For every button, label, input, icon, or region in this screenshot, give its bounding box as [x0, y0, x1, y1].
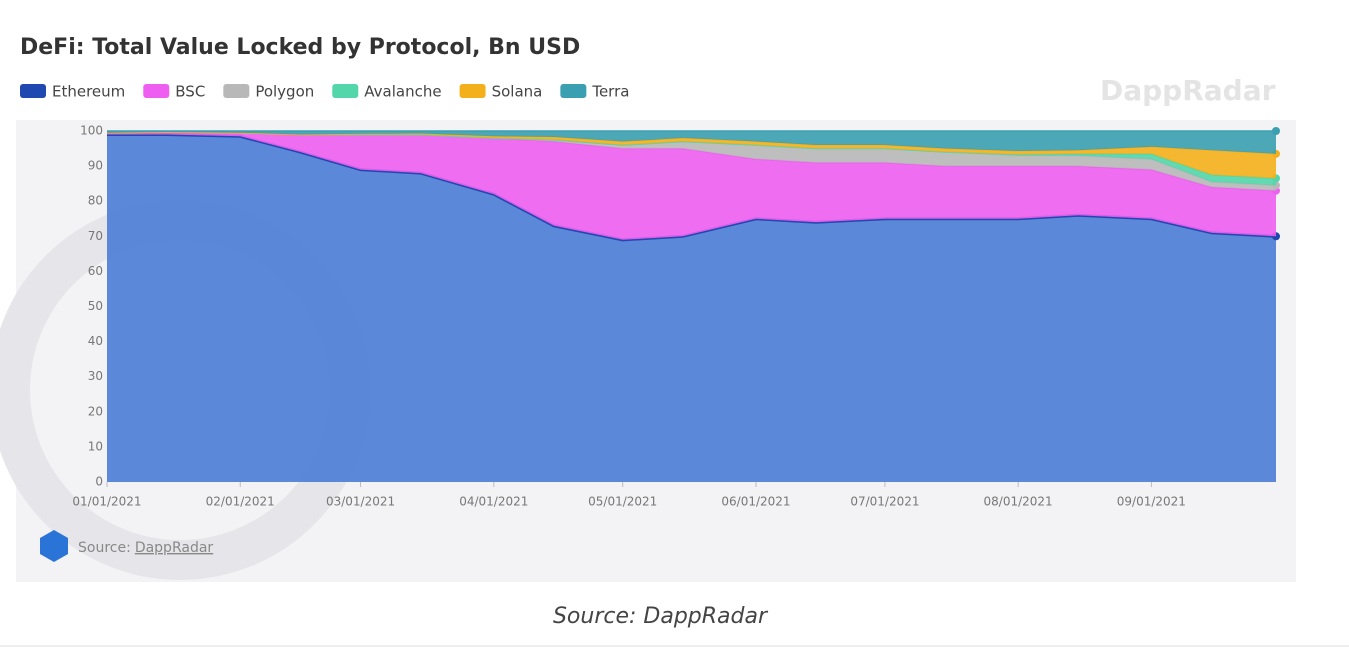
legend-swatch: [560, 84, 587, 98]
plot: 0 10 20 30 40 50 60 70 80 90 100 01/01/2021 02/01/20…: [72, 124, 1280, 509]
end-dot: [1272, 127, 1280, 135]
x-tick-label: 06/01/2021: [721, 495, 790, 509]
area: [107, 132, 1276, 179]
area: [107, 132, 1276, 240]
legend-swatch: [20, 84, 46, 98]
caption: Source: DappRadar: [553, 604, 769, 629]
y-tick-label: 60: [88, 264, 103, 278]
x-tick-label: 08/01/2021: [984, 495, 1053, 509]
y-tick-label: 40: [88, 334, 103, 348]
area: [107, 131, 1276, 154]
source-label: Source:: [78, 540, 131, 556]
legend-label: Solana: [492, 83, 543, 101]
y-tick-label: 30: [88, 369, 103, 383]
legend-label: Terra: [591, 83, 629, 101]
area: [107, 132, 1276, 191]
x-tick-label: 07/01/2021: [850, 495, 919, 509]
source-logo: [40, 530, 68, 562]
legend-swatch: [459, 84, 486, 98]
legend-label: Polygon: [255, 83, 314, 101]
chart-title: DeFi: Total Value Locked by Protocol, Bn…: [20, 35, 580, 60]
legend-swatch: [143, 84, 170, 98]
y-tick-label: 90: [88, 159, 103, 173]
y-tick-label: 20: [88, 404, 103, 418]
x-tick-label: 01/01/2021: [72, 495, 141, 509]
source-link[interactable]: DappRadar: [135, 540, 214, 556]
y-tick-label: 10: [88, 439, 103, 453]
x-tick-label: 05/01/2021: [588, 495, 657, 509]
x-tick-label: 04/01/2021: [459, 495, 528, 509]
area: [107, 134, 1276, 482]
legend-label: Ethereum: [52, 83, 125, 101]
legend-label: BSC: [175, 83, 205, 101]
legend-swatch: [223, 84, 250, 98]
x-tick-label: 03/01/2021: [326, 495, 395, 509]
x-tick-label: 09/01/2021: [1117, 495, 1186, 509]
legend-label: Avalanche: [364, 83, 441, 101]
y-tick-label: 0: [95, 475, 103, 489]
y-tick-label: 80: [88, 194, 103, 208]
y-tick-label: 70: [88, 229, 103, 243]
legend: Ethereum BSC Polygon Avalanche Solana Terra: [20, 83, 629, 101]
watermark: DappRadar: [1100, 74, 1276, 107]
x-tick-label: 02/01/2021: [206, 495, 275, 509]
y-tick-label: 100: [80, 124, 103, 138]
legend-swatch: [332, 84, 359, 98]
y-tick-label: 50: [88, 299, 103, 313]
